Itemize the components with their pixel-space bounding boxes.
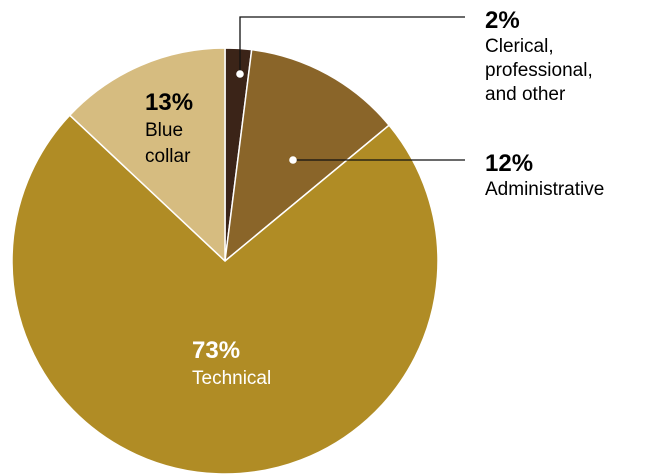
- category-label-blue-collar-line-1: Blue: [145, 120, 183, 141]
- percent-label-technical: 73%: [192, 337, 240, 364]
- category-label-blue-collar-line-2: collar: [145, 146, 191, 167]
- percent-label-administrative: 12%: [485, 150, 533, 177]
- category-label-clerical-line-3: and other: [485, 84, 566, 105]
- callout-dot-clerical: [236, 70, 244, 78]
- percent-label-clerical: 2%: [485, 7, 520, 34]
- category-label-clerical-line-1: Clerical,: [485, 36, 554, 57]
- slice-label-clerical: 2% Clerical, professional, and other: [485, 7, 593, 105]
- percent-label-blue-collar: 13%: [145, 89, 193, 116]
- pie-slices: [11, 47, 439, 474]
- category-label-administrative-line-1: Administrative: [485, 179, 604, 200]
- slice-label-administrative: 12% Administrative: [485, 150, 604, 200]
- callout-lines: [236, 16, 465, 164]
- category-label-clerical-line-2: professional,: [485, 60, 593, 81]
- category-label-technical-line-1: Technical: [192, 368, 271, 389]
- callout-line-clerical: [239, 16, 465, 74]
- slice-label-technical: 73% Technical: [192, 337, 271, 389]
- pie-slice-blue-collar: [68, 47, 226, 262]
- slice-labels: 2% Clerical, professional, and other 12% Admi…: [145, 7, 604, 389]
- pie-slice-administrative: [224, 48, 390, 262]
- slice-label-blue-collar: 13% Blue collar: [145, 89, 193, 167]
- callout-dot-administrative: [289, 156, 297, 164]
